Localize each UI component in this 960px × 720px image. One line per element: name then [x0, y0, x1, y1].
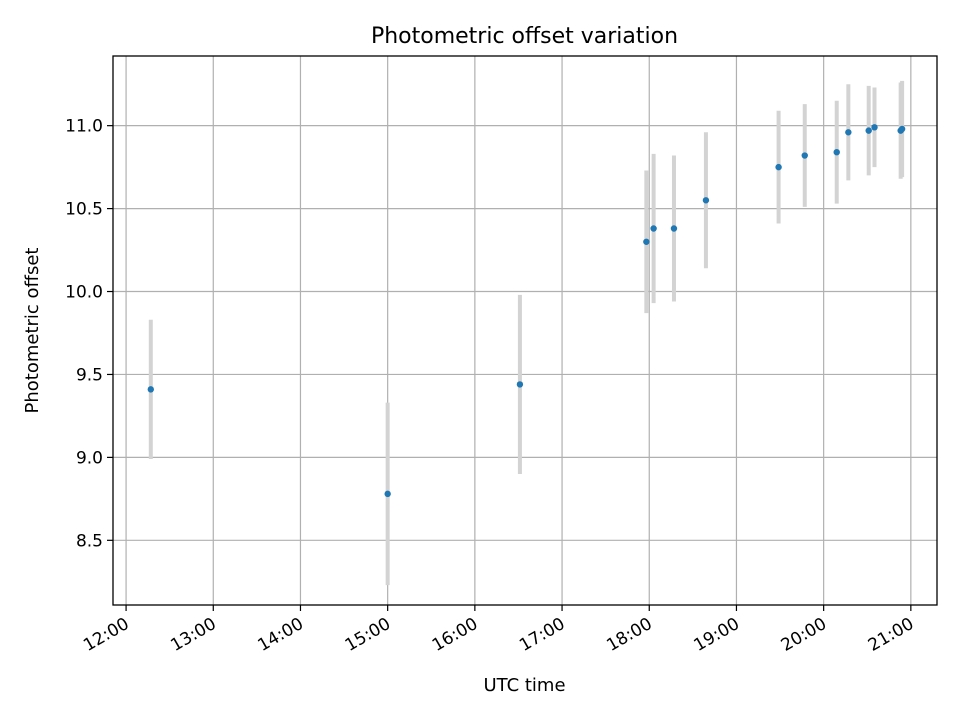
y-tick-label: 10.5 — [65, 200, 103, 220]
data-point — [384, 490, 391, 498]
x-tick-label: 14:00 — [255, 614, 307, 656]
data-point — [775, 163, 782, 171]
data-point — [871, 124, 878, 131]
data-point — [801, 152, 808, 159]
y-tick-label: 8.5 — [76, 531, 103, 551]
data-point — [147, 386, 154, 393]
x-tick-label: 17:00 — [516, 614, 568, 656]
y-tick-label: 10.0 — [65, 283, 103, 303]
data-point — [702, 197, 710, 204]
x-tick-label: 21:00 — [865, 614, 917, 656]
x-tick-label: 19:00 — [691, 614, 743, 656]
y-tick-label: 11.0 — [65, 117, 103, 137]
x-tick-label: 15:00 — [342, 614, 394, 656]
y-tick-label: 9.5 — [76, 365, 103, 385]
data-point — [516, 381, 524, 388]
x-axis: 12:00 13:00 14:00 15:00 16:00 17:00 18:00 19:00… — [80, 605, 917, 656]
x-tick-label: 13:00 — [167, 614, 219, 656]
data-point — [833, 148, 840, 156]
error-bars — [148, 80, 905, 586]
data-point — [845, 129, 852, 136]
plot-area-frame — [112, 55, 938, 606]
x-axis-label: UTC time — [483, 675, 565, 696]
y-tick-label: 9.0 — [76, 448, 103, 468]
data-point — [670, 225, 678, 232]
data-point — [650, 225, 657, 232]
data-points — [147, 124, 906, 498]
chart-title: Photometric offset variation — [371, 24, 678, 49]
x-tick-label: 16:00 — [429, 614, 481, 656]
x-tick-label: 18:00 — [603, 614, 655, 656]
y-axis: 8.5 9.0 9.5 10.0 10.5 11.0 — [65, 117, 113, 551]
x-tick-label: 20:00 — [778, 614, 830, 656]
y-axis-label: Photometric offset — [22, 248, 43, 414]
grid — [113, 56, 937, 605]
data-point — [643, 238, 650, 245]
data-point — [898, 125, 906, 133]
x-tick-label: 12:00 — [80, 614, 132, 656]
data-point — [865, 127, 872, 134]
